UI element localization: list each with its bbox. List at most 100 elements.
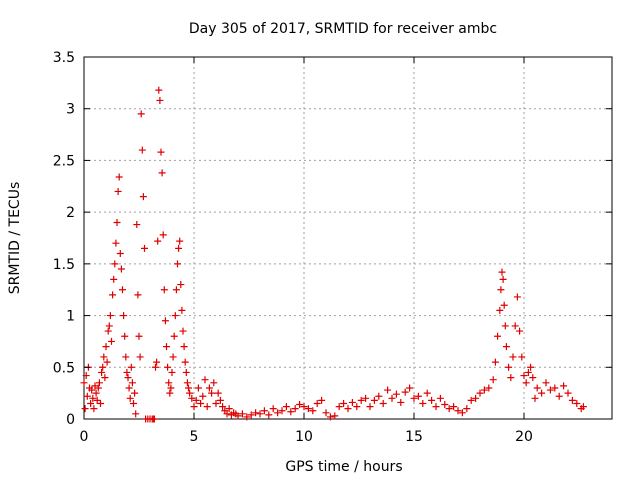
data-point: [219, 403, 227, 411]
data-point: [109, 291, 117, 299]
data-point: [185, 384, 192, 392]
data-point: [331, 412, 339, 420]
data-point: [122, 353, 130, 361]
data-point: [178, 306, 186, 314]
data-point: [124, 374, 132, 382]
data-point: [199, 392, 207, 400]
data-point: [169, 353, 177, 361]
data-point: [190, 403, 198, 411]
data-point: [344, 405, 352, 413]
data-point: [137, 110, 145, 118]
data-point: [533, 384, 541, 392]
y-ticks: 0 0.5 1 1.5 2 2.5 3 3.5: [53, 50, 612, 428]
data-point: [88, 386, 96, 394]
data-point: [175, 244, 183, 252]
data-point: [370, 396, 378, 404]
data-point: [105, 322, 113, 330]
data-point: [197, 399, 205, 407]
data-point: [397, 398, 405, 406]
data-point: [176, 237, 184, 245]
data-point: [216, 396, 224, 404]
data-point: [81, 405, 89, 413]
data-point: [100, 353, 108, 361]
data-point: [111, 260, 119, 268]
x-axis-label: GPS time / hours: [285, 459, 402, 475]
data-point: [269, 405, 277, 413]
data-point: [291, 405, 299, 413]
data-point: [106, 312, 114, 320]
data-point: [573, 399, 581, 407]
data-point: [335, 403, 343, 411]
data-point: [436, 394, 444, 402]
data-point: [115, 173, 123, 181]
data-point: [194, 384, 202, 392]
data-point: [152, 363, 159, 371]
data-point: [388, 394, 396, 402]
data-point: [133, 221, 141, 229]
y-tick-label: 1: [66, 309, 75, 325]
data-point: [117, 265, 125, 273]
data-point: [555, 392, 563, 400]
data-point: [472, 394, 480, 402]
data-point: [192, 396, 200, 404]
data-point: [157, 148, 165, 156]
data-point: [497, 286, 505, 294]
data-point: [513, 293, 521, 301]
data-point: [177, 281, 185, 289]
data-point: [155, 86, 163, 94]
data-point: [101, 374, 109, 382]
data-point: [210, 379, 218, 387]
data-point: [489, 376, 497, 384]
data-point: [102, 343, 110, 351]
plot-frame: [83, 56, 613, 420]
data-point: [406, 384, 414, 392]
data-point: [546, 386, 554, 394]
y-axis-label: SRMTID / TECUs: [7, 182, 23, 295]
data-point: [491, 358, 499, 366]
data-point: [348, 398, 356, 406]
x-tick-label: 5: [190, 429, 199, 445]
data-point: [366, 403, 374, 411]
data-point: [247, 411, 255, 419]
data-point: [542, 379, 550, 387]
data-point: [524, 368, 532, 376]
data-point: [265, 411, 273, 419]
data-point: [529, 374, 537, 382]
data-point: [432, 403, 440, 411]
data-point: [463, 405, 471, 413]
data-point: [150, 415, 158, 423]
data-point: [87, 399, 95, 407]
data-point: [296, 401, 304, 409]
data-point: [164, 363, 172, 371]
data-point: [158, 169, 166, 177]
data-point: [170, 332, 178, 340]
data-point: [509, 353, 517, 361]
y-tick-label: 3: [66, 102, 75, 118]
data-point: [419, 399, 427, 407]
data-point: [304, 405, 312, 413]
data-point: [260, 407, 268, 415]
data-point: [501, 322, 509, 330]
data-point: [392, 390, 400, 398]
data-point: [496, 306, 504, 314]
data-point: [136, 353, 144, 361]
data-point: [458, 409, 466, 417]
data-point: [423, 389, 431, 397]
data-point: [234, 412, 242, 420]
data-point: [485, 384, 493, 392]
data-point: [180, 343, 188, 351]
data-point: [98, 368, 106, 376]
data-point: [95, 379, 103, 387]
data-point: [527, 363, 535, 371]
data-point: [131, 389, 139, 397]
data-point: [168, 368, 176, 376]
data-point: [287, 408, 295, 416]
data-point: [205, 384, 213, 392]
data-point: [282, 403, 290, 411]
data-point: [384, 386, 392, 394]
data-point: [154, 237, 162, 245]
data-point: [94, 384, 102, 392]
x-ticks: 0 5 10 15 20: [80, 57, 533, 445]
data-point: [568, 396, 576, 404]
